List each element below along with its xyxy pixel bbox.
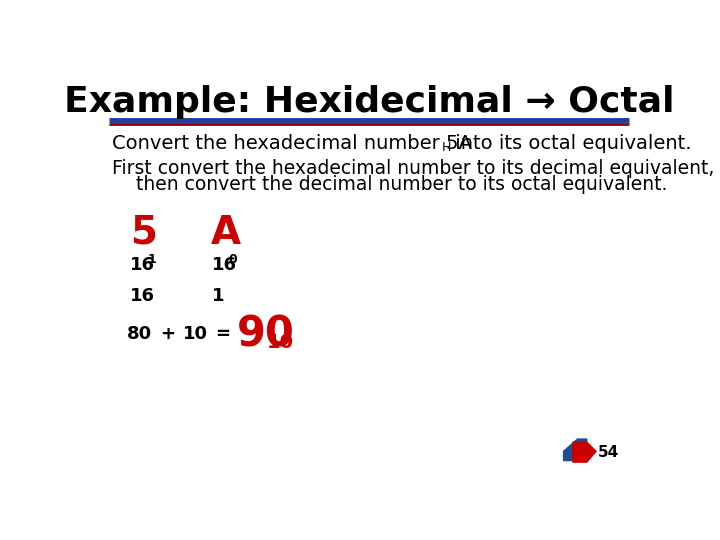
Text: 10: 10 [266,333,294,352]
Text: +: + [160,325,175,343]
Text: into its octal equivalent.: into its octal equivalent. [449,134,691,153]
Text: A: A [210,214,240,252]
Text: 5: 5 [131,214,158,252]
Text: 54: 54 [598,446,619,461]
Text: 90: 90 [238,313,295,355]
Text: First convert the hexadecimal number to its decimal equivalent,: First convert the hexadecimal number to … [112,159,714,178]
Polygon shape [564,439,587,461]
Text: 80: 80 [127,325,153,343]
Text: 16: 16 [130,287,156,305]
Text: =: = [215,325,230,343]
Text: then convert the decimal number to its octal equivalent.: then convert the decimal number to its o… [137,174,668,194]
Text: 0: 0 [229,253,238,266]
Text: 16: 16 [212,256,237,274]
Polygon shape [573,442,596,462]
Text: Convert the hexadecimal number 5A: Convert the hexadecimal number 5A [112,134,472,153]
Text: H: H [442,141,451,154]
Text: 1: 1 [212,287,224,305]
Text: 1: 1 [148,253,156,266]
Text: 16: 16 [130,256,156,274]
Text: Example: Hexidecimal → Octal: Example: Hexidecimal → Octal [64,85,674,119]
Text: 10: 10 [183,325,208,343]
